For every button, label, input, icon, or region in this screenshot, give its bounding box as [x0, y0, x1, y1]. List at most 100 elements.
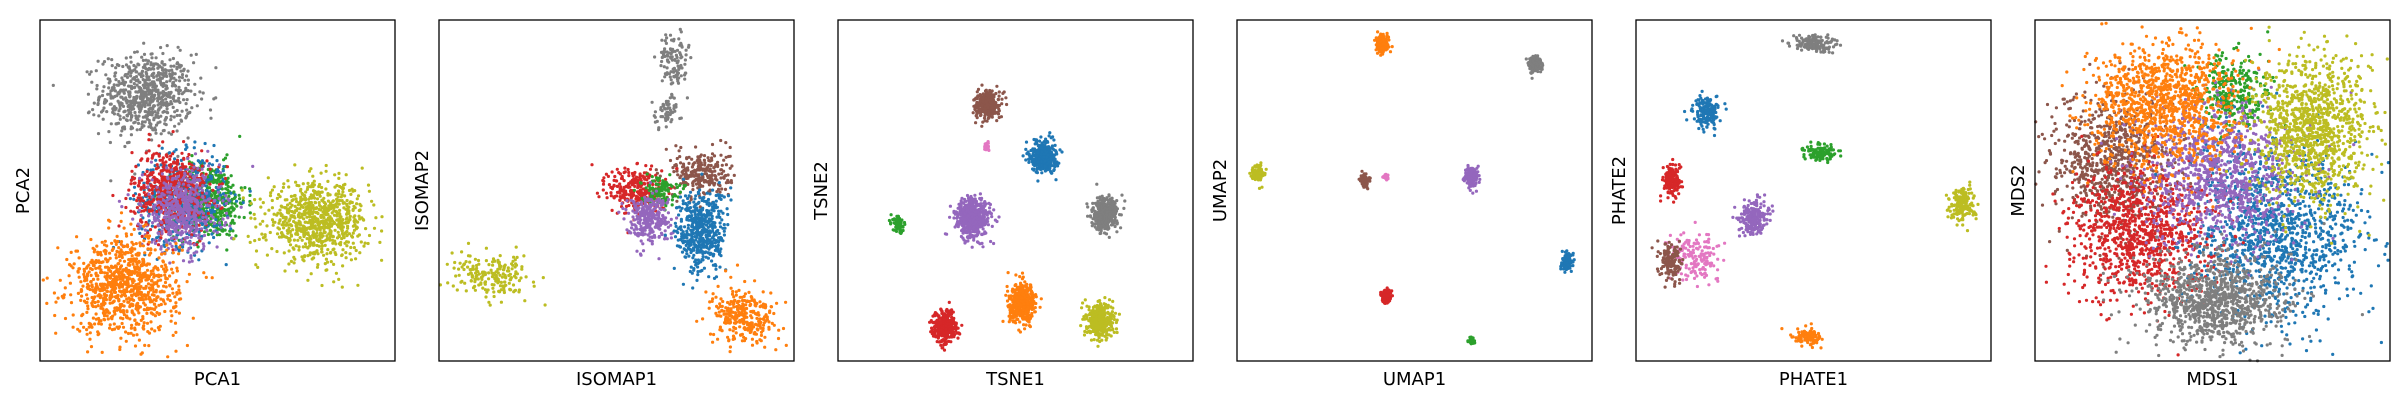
scatter-point-tab-blue: [210, 155, 214, 159]
scatter-point-tab-green: [231, 229, 235, 233]
scatter-point-tab-olive: [307, 197, 311, 201]
scatter-point-tab-olive: [304, 208, 308, 212]
scatter-point-tab-orange: [60, 294, 64, 298]
scatter-point-tab-orange: [97, 332, 101, 336]
scatter-point-tab-orange: [163, 280, 168, 285]
scatter-point-tab-olive: [277, 227, 281, 231]
scatter-point-tab-orange: [72, 262, 76, 266]
scatter-point-tab-gray: [159, 72, 163, 76]
scatter-point-tab-red: [183, 165, 187, 169]
scatter-point-tab-gray: [159, 77, 163, 81]
scatter-point-tab-brown: [697, 175, 701, 179]
scatter-point-tab-orange: [179, 297, 183, 301]
scatter-point-tab-gray: [120, 76, 124, 80]
scatter-point-tab-orange: [89, 273, 93, 277]
scatter-point-tab-red: [159, 236, 163, 240]
scatter-point-tab-brown: [691, 188, 695, 192]
scatter-point-tab-orange: [125, 310, 129, 314]
scatter-point-tab-red: [164, 160, 168, 164]
scatter-point-tab-orange: [150, 327, 154, 331]
scatter-point-tab-brown: [724, 163, 729, 167]
scatter-point-tab-orange: [88, 337, 92, 341]
scatter-point-tab-brown: [707, 158, 711, 163]
scatter-point-tab-gray: [141, 95, 145, 99]
scatter-point-tab-brown: [700, 163, 704, 167]
scatter-point-tab-red: [627, 170, 631, 175]
scatter-point-tab-olive: [308, 241, 312, 245]
scatter-point-tab-gray: [145, 117, 149, 121]
scatter-point-tab-orange: [88, 287, 92, 292]
scatter-point-tab-gray: [653, 115, 657, 119]
scatter-point-tab-olive: [341, 190, 345, 194]
scatter-point-tab-orange: [122, 226, 126, 230]
scatter-point-tab-purple: [147, 192, 151, 196]
scatter-point-tab-purple: [177, 181, 181, 185]
scatter-point-tab-red: [132, 181, 136, 185]
scatter-point-tab-olive: [343, 194, 347, 198]
scatter-point-tab-orange: [113, 239, 117, 243]
scatter-point-tab-olive: [241, 196, 245, 200]
scatter-point-tab-orange: [171, 251, 175, 255]
scatter-point-tab-purple: [150, 178, 154, 182]
scatter-point-tab-gray: [113, 107, 117, 111]
scatter-point-tab-orange: [180, 248, 184, 252]
scatter-point-tab-olive: [320, 283, 324, 288]
scatter-point-tab-olive: [315, 243, 319, 248]
scatter-point-tab-olive: [324, 169, 328, 173]
scatter-point-tab-orange: [153, 329, 157, 333]
scatter-point-tab-gray: [109, 179, 113, 183]
scatter-point-tab-orange: [85, 310, 89, 314]
scatter-point-tab-red: [150, 191, 154, 195]
scatter-point-tab-orange: [93, 300, 97, 305]
scatter-point-tab-orange: [153, 265, 157, 269]
scatter-point-tab-green: [222, 173, 226, 177]
scatter-point-tab-olive: [311, 243, 315, 247]
scatter-point-tab-gray: [178, 79, 182, 83]
scatter-point-tab-orange: [111, 286, 115, 291]
scatter-point-tab-purple: [156, 231, 160, 235]
scatter-point-tab-orange: [137, 338, 141, 342]
scatter-point-tab-olive: [287, 239, 291, 244]
scatter-point-tab-purple: [190, 259, 194, 263]
scatter-point-tab-orange: [140, 351, 144, 355]
scatter-point-tab-red: [180, 162, 184, 166]
scatter-point-tab-gray: [670, 93, 674, 97]
scatter-point-tab-gray: [165, 44, 169, 48]
scatter-point-tab-gray: [665, 36, 669, 40]
scatter-point-tab-purple: [204, 191, 209, 195]
scatter-point-tab-green: [248, 211, 252, 215]
scatter-point-tab-orange: [82, 261, 86, 265]
scatter-point-tab-green: [238, 134, 242, 138]
scatter-point-tab-purple: [215, 245, 219, 249]
scatter-point-tab-olive: [292, 194, 296, 198]
scatter-point-tab-orange: [58, 278, 62, 282]
scatter-point-tab-gray: [132, 103, 136, 107]
scatter-point-tab-olive: [332, 280, 336, 284]
scatter-point-tab-red: [211, 188, 215, 192]
scatter-point-tab-purple: [164, 166, 168, 170]
scatter-point-tab-gray: [677, 37, 681, 41]
scatter-point-tab-gray: [679, 41, 683, 46]
scatter-point-tab-purple: [207, 164, 211, 168]
scatter-point-tab-olive: [303, 220, 307, 224]
scatter-point-tab-olive: [340, 229, 344, 233]
scatter-point-tab-gray: [665, 50, 669, 54]
scatter-point-tab-purple: [219, 225, 223, 229]
scatter-point-tab-red: [142, 209, 146, 213]
scatter-point-tab-orange: [80, 289, 84, 293]
scatter-point-tab-gray: [137, 114, 141, 118]
scatter-point-tab-olive: [366, 183, 371, 187]
scatter-point-tab-red: [225, 165, 229, 169]
scatter-point-tab-purple: [166, 219, 170, 223]
y-axis-label-pca: PCA2: [13, 167, 34, 214]
scatter-point-tab-olive: [332, 262, 336, 266]
scatter-point-tab-olive: [310, 257, 314, 261]
scatter-point-tab-orange: [76, 270, 80, 274]
scatter-point-tab-gray: [152, 94, 156, 98]
scatter-point-tab-orange: [132, 279, 136, 283]
scatter-point-tab-purple: [171, 236, 175, 240]
scatter-point-tab-olive: [311, 174, 315, 178]
scatter-point-tab-purple: [224, 211, 229, 215]
scatter-point-tab-purple: [159, 194, 163, 199]
scatter-point-tab-olive: [372, 203, 376, 207]
